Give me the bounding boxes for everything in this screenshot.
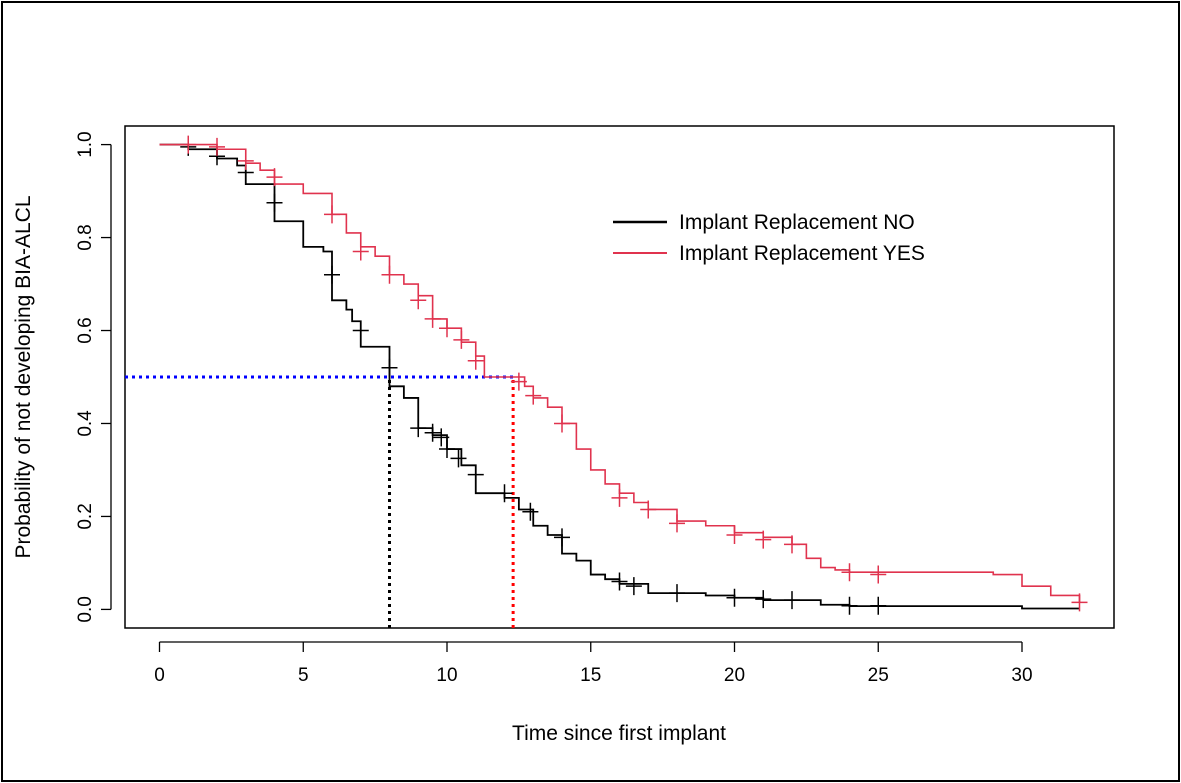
censor-mark — [841, 563, 858, 582]
censor-mark — [755, 590, 772, 609]
y-axis-title: Probability of not developing BIA-ALCL — [12, 195, 35, 558]
censor-mark — [266, 193, 283, 212]
censor-mark — [870, 596, 887, 615]
km-step-line — [159, 143, 1081, 603]
km-step-line — [159, 143, 1080, 610]
censor-mark — [510, 372, 527, 391]
censor-mark — [611, 572, 628, 591]
censor-mark — [525, 386, 542, 405]
series-yes — [159, 135, 1088, 612]
censor-mark — [522, 502, 539, 521]
censor-mark — [410, 419, 427, 438]
censor-mark — [324, 205, 340, 224]
y-tick-label: 0.6 — [75, 317, 96, 343]
censor-mark — [467, 465, 484, 484]
y-tick-label: 0.0 — [75, 596, 96, 622]
censor-mark — [352, 242, 369, 261]
x-axis-title: Time since first implant — [512, 722, 726, 745]
censor-mark — [467, 351, 484, 370]
censor-mark — [611, 488, 628, 507]
y-tick-label: 0.2 — [75, 503, 96, 529]
censor-mark — [669, 584, 685, 603]
y-tick-label: 1.0 — [75, 131, 96, 157]
censor-mark — [784, 535, 800, 554]
legend-label-no: Implant Replacement NO — [679, 211, 915, 234]
censor-mark — [439, 319, 455, 338]
censor-mark — [870, 565, 887, 584]
censor-mark — [496, 484, 513, 503]
censor-mark — [669, 514, 685, 533]
x-tick-label: 0 — [154, 665, 165, 686]
median-reference-lines — [125, 375, 515, 628]
censor-mark — [726, 526, 743, 545]
censor-mark — [424, 309, 441, 328]
censor-mark — [554, 528, 570, 547]
x-tick-label: 10 — [436, 665, 457, 686]
censor-mark — [1071, 593, 1088, 612]
axes: 0 5 10 15 20 25 30 0.0 0.2 0.4 0.6 0.8 1.0 — [75, 131, 1033, 686]
censor-mark — [726, 588, 743, 607]
censor-mark — [266, 168, 283, 187]
x-tick-label: 30 — [1011, 665, 1032, 686]
censor-mark — [381, 358, 398, 377]
censor-mark — [410, 291, 427, 310]
censor-mark — [237, 151, 254, 170]
survival-curves — [159, 135, 1088, 615]
y-tick-label: 0.8 — [75, 224, 96, 250]
censor-mark — [381, 265, 398, 284]
censor-mark — [755, 530, 772, 549]
censor-mark — [433, 428, 450, 447]
censor-mark — [180, 135, 197, 154]
x-tick-label: 25 — [868, 665, 889, 686]
censor-mark — [439, 440, 455, 459]
censor-mark — [453, 330, 470, 349]
x-tick-label: 5 — [298, 665, 309, 686]
censor-mark — [324, 265, 340, 284]
censor-mark — [554, 414, 570, 433]
censor-mark — [209, 137, 225, 156]
censor-mark — [625, 577, 642, 596]
y-tick-label: 0.4 — [75, 410, 96, 437]
x-tick-label: 20 — [724, 665, 745, 686]
censor-mark — [841, 596, 858, 615]
x-tick-label: 15 — [580, 665, 601, 686]
series-no — [159, 137, 1080, 615]
censor-mark — [450, 449, 467, 468]
censor-mark — [640, 500, 657, 519]
legend: Implant Replacement NO Implant Replaceme… — [613, 211, 925, 265]
censor-mark — [424, 423, 441, 442]
censor-mark — [784, 591, 800, 610]
censor-mark — [352, 321, 369, 340]
legend-label-yes: Implant Replacement YES — [679, 242, 925, 265]
